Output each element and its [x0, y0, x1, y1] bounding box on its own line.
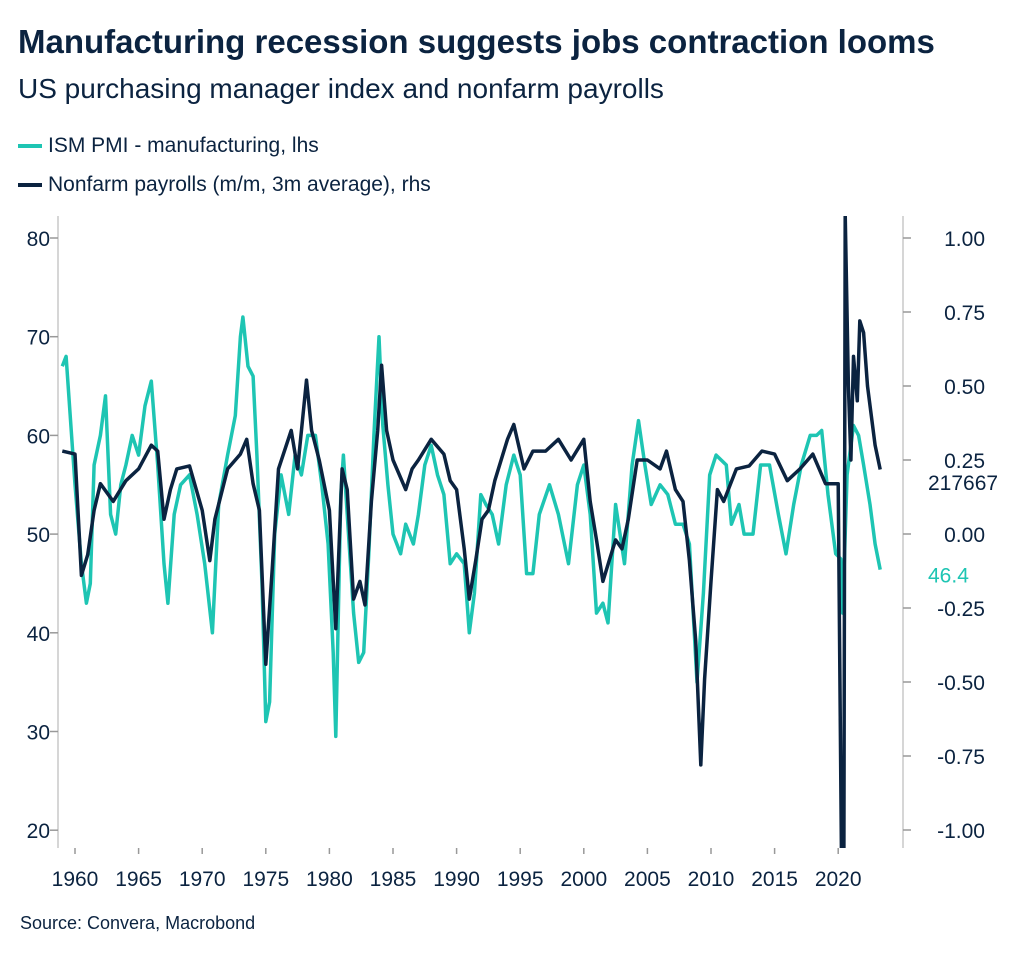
source-note: Source: Convera, Macrobond [20, 913, 256, 933]
left-tick-label: 40 [27, 623, 50, 646]
x-tick-label: 1985 [370, 868, 417, 891]
x-tick-label: 1960 [52, 868, 99, 891]
x-tick-label: 1995 [497, 868, 544, 891]
legend-label-payrolls: Nonfarm payrolls (m/m, 3m average), rhs [48, 173, 431, 196]
right-tick-label: 0.50 [944, 376, 985, 399]
pmi-line [60, 315, 882, 739]
right-tick-label: 0.25 [944, 450, 985, 473]
legend-swatch-payrolls [18, 183, 42, 187]
right-tick-label: 1.00 [944, 228, 985, 251]
right-tick-label: -0.75 [937, 746, 985, 769]
legend-swatch-pmi [18, 144, 42, 148]
payrolls-line [61, 216, 882, 848]
x-tick-label: 2015 [751, 868, 798, 891]
right-tick-label: -0.50 [937, 672, 985, 695]
x-tick-label: 2005 [624, 868, 671, 891]
x-tick-label: 1990 [433, 868, 480, 891]
right-tick-label: 0.00 [944, 524, 985, 547]
payrolls-last-value-label: 217667 [928, 472, 998, 495]
right-tick-label: -0.25 [937, 598, 985, 621]
left-tick-label: 20 [27, 820, 50, 843]
x-tick-label: 1975 [242, 868, 289, 891]
x-tick-label: 2020 [815, 868, 862, 891]
pmi-last-value-label: 46.4 [928, 565, 969, 588]
x-tick-label: 2000 [560, 868, 607, 891]
left-tick-label: 70 [27, 327, 50, 350]
right-tick-label: -1.00 [937, 820, 985, 843]
left-tick-label: 80 [27, 228, 50, 251]
x-tick-label: 1970 [179, 868, 226, 891]
legend-label-pmi: ISM PMI - manufacturing, lhs [48, 134, 319, 157]
x-tick-label: 2010 [688, 868, 735, 891]
x-tick-label: 1965 [115, 868, 162, 891]
chart-subtitle: US purchasing manager index and nonfarm … [18, 73, 664, 104]
left-tick-label: 30 [27, 722, 50, 745]
left-tick-label: 60 [27, 425, 50, 448]
legend-item-pmi: ISM PMI - manufacturing, lhs [18, 133, 319, 159]
right-tick-label: 0.75 [944, 302, 985, 325]
legend-item-payrolls: Nonfarm payrolls (m/m, 3m average), rhs [18, 172, 431, 198]
left-tick-label: 50 [27, 524, 50, 547]
chart-title: Manufacturing recession suggests jobs co… [18, 23, 935, 60]
x-tick-label: 1980 [306, 868, 353, 891]
